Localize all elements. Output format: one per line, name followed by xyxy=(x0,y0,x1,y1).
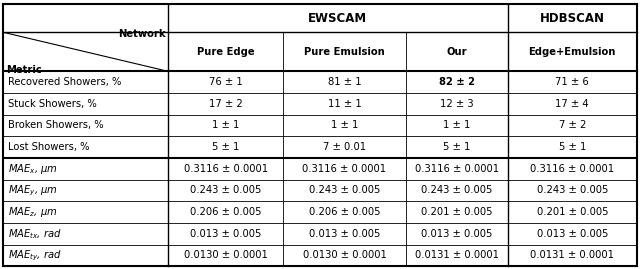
Text: Metric: Metric xyxy=(6,65,42,75)
Text: Recovered Showers, %: Recovered Showers, % xyxy=(8,77,121,87)
Text: EWSCAM: EWSCAM xyxy=(308,12,367,25)
Text: 0.0131 ± 0.0001: 0.0131 ± 0.0001 xyxy=(531,250,614,260)
Text: 0.201 ± 0.005: 0.201 ± 0.005 xyxy=(421,207,493,217)
Text: 0.206 ± 0.005: 0.206 ± 0.005 xyxy=(308,207,380,217)
Text: 0.243 ± 0.005: 0.243 ± 0.005 xyxy=(309,185,380,196)
Text: 1 ± 1: 1 ± 1 xyxy=(443,121,470,130)
Text: $MAE_{tx}$, rad: $MAE_{tx}$, rad xyxy=(8,227,61,241)
Text: 7 ± 2: 7 ± 2 xyxy=(559,121,586,130)
Text: 7 ± 0.01: 7 ± 0.01 xyxy=(323,142,366,152)
Text: 1 ± 1: 1 ± 1 xyxy=(331,121,358,130)
Text: 0.013 ± 0.005: 0.013 ± 0.005 xyxy=(536,229,608,239)
Text: 76 ± 1: 76 ± 1 xyxy=(209,77,243,87)
Text: HDBSCAN: HDBSCAN xyxy=(540,12,605,25)
Text: 1 ± 1: 1 ± 1 xyxy=(212,121,239,130)
Text: Pure Edge: Pure Edge xyxy=(196,47,255,57)
Text: 11 ± 1: 11 ± 1 xyxy=(328,99,362,109)
Text: 81 ± 1: 81 ± 1 xyxy=(328,77,362,87)
Text: Stuck Showers, %: Stuck Showers, % xyxy=(8,99,97,109)
Text: 0.243 ± 0.005: 0.243 ± 0.005 xyxy=(421,185,492,196)
Text: 17 ± 2: 17 ± 2 xyxy=(209,99,243,109)
Text: $MAE_{ty}$, rad: $MAE_{ty}$, rad xyxy=(8,248,61,263)
Text: 0.013 ± 0.005: 0.013 ± 0.005 xyxy=(421,229,492,239)
Text: 0.243 ± 0.005: 0.243 ± 0.005 xyxy=(190,185,261,196)
Text: 17 ± 4: 17 ± 4 xyxy=(556,99,589,109)
Text: 0.013 ± 0.005: 0.013 ± 0.005 xyxy=(309,229,380,239)
Text: 0.0130 ± 0.0001: 0.0130 ± 0.0001 xyxy=(303,250,387,260)
Text: $MAE_y$, $\mu m$: $MAE_y$, $\mu m$ xyxy=(8,183,58,198)
Text: 5 ± 1: 5 ± 1 xyxy=(443,142,470,152)
Text: 12 ± 3: 12 ± 3 xyxy=(440,99,474,109)
Text: $MAE_z$, $\mu m$: $MAE_z$, $\mu m$ xyxy=(8,205,57,219)
Text: 5 ± 1: 5 ± 1 xyxy=(212,142,239,152)
Text: 5 ± 1: 5 ± 1 xyxy=(559,142,586,152)
Text: 0.3116 ± 0.0001: 0.3116 ± 0.0001 xyxy=(184,164,268,174)
Text: 82 ± 2: 82 ± 2 xyxy=(439,77,475,87)
Text: Our: Our xyxy=(447,47,467,57)
Text: 0.013 ± 0.005: 0.013 ± 0.005 xyxy=(190,229,261,239)
Text: Broken Showers, %: Broken Showers, % xyxy=(8,121,103,130)
Text: 0.243 ± 0.005: 0.243 ± 0.005 xyxy=(536,185,608,196)
Text: 0.0130 ± 0.0001: 0.0130 ± 0.0001 xyxy=(184,250,268,260)
Text: 0.0131 ± 0.0001: 0.0131 ± 0.0001 xyxy=(415,250,499,260)
Text: Network: Network xyxy=(118,29,165,39)
Text: Edge+Emulsion: Edge+Emulsion xyxy=(529,47,616,57)
Text: 0.3116 ± 0.0001: 0.3116 ± 0.0001 xyxy=(415,164,499,174)
Text: 0.206 ± 0.005: 0.206 ± 0.005 xyxy=(190,207,261,217)
Text: 0.3116 ± 0.0001: 0.3116 ± 0.0001 xyxy=(303,164,387,174)
Text: 71 ± 6: 71 ± 6 xyxy=(556,77,589,87)
Text: 0.201 ± 0.005: 0.201 ± 0.005 xyxy=(536,207,608,217)
Text: Lost Showers, %: Lost Showers, % xyxy=(8,142,89,152)
Text: $MAE_x$, $\mu m$: $MAE_x$, $\mu m$ xyxy=(8,162,58,176)
Text: Pure Emulsion: Pure Emulsion xyxy=(304,47,385,57)
Text: 0.3116 ± 0.0001: 0.3116 ± 0.0001 xyxy=(530,164,614,174)
